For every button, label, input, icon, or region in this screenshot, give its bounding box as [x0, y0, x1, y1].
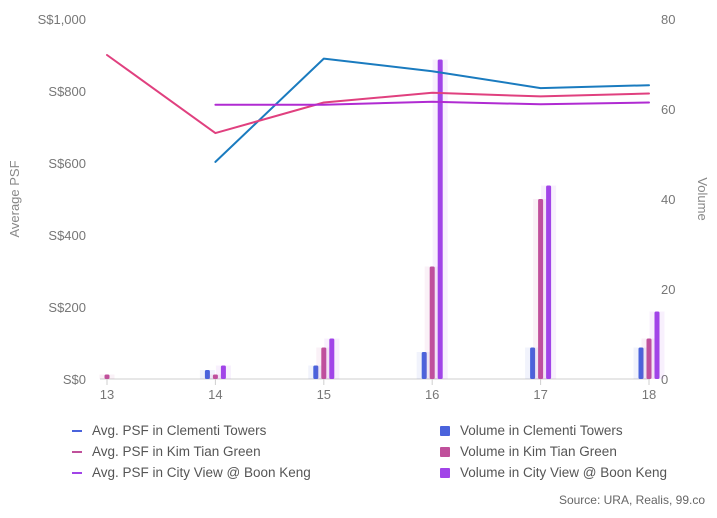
left-axis-title: Average PSF [7, 160, 22, 237]
legend-line-item-0[interactable]: Avg. PSF in Clementi Towers [72, 423, 266, 438]
x-tick-label-3: 16 [425, 387, 439, 402]
legend-line-label-0: Avg. PSF in Clementi Towers [92, 423, 267, 438]
legend-bar-label-1: Volume in Kim Tian Green [460, 444, 617, 459]
volume-bar-1-3[interactable] [429, 266, 435, 380]
right-tick-label-0: 0 [661, 372, 668, 387]
legend-line-item-1[interactable]: Avg. PSF in Kim Tian Green [72, 444, 261, 459]
volume-bar-1-2[interactable] [321, 347, 327, 380]
volume-bar-2-1[interactable] [220, 365, 226, 380]
volume-bar-1-5[interactable] [646, 338, 652, 380]
x-tick-label-0: 13 [100, 387, 114, 402]
legend-line-swatch-2 [72, 471, 82, 474]
volume-bar-0-3[interactable] [421, 352, 427, 379]
volume-bar-2-4[interactable] [546, 185, 552, 380]
right-tick-label-1: 20 [661, 282, 675, 297]
volume-bar-1-1[interactable] [212, 374, 218, 380]
volume-bars [99, 59, 665, 380]
psf-line-2[interactable] [214, 100, 650, 106]
source-note: Source: URA, Realis, 99.co [558, 493, 705, 507]
legend-line-swatch-1 [72, 450, 82, 453]
legend-line-swatch-0 [72, 429, 82, 432]
legend-line-item-2[interactable]: Avg. PSF in City View @ Boon Keng [72, 465, 311, 480]
volume-bar-1-4[interactable] [538, 199, 544, 379]
left-tick-label-3: S$600 [48, 156, 86, 171]
chart: Average PSF Volume S$0 S$200 S$400 S$600 S$8… [7, 12, 710, 402]
x-tick-label-5: 18 [642, 387, 656, 402]
right-tick-label-4: 80 [661, 12, 675, 27]
legend-bar-swatch-0 [440, 425, 450, 436]
volume-bar-2-5[interactable] [654, 311, 660, 380]
volume-bar-0-1[interactable] [204, 370, 210, 379]
legend-bar-item-1[interactable]: Volume in Kim Tian Green [440, 444, 617, 459]
volume-bar-1-0[interactable] [104, 374, 110, 380]
legend-bar-swatch-1 [440, 446, 450, 457]
legend-bar-swatch-2 [440, 467, 450, 478]
volume-bar-2-3[interactable] [437, 59, 443, 380]
right-tick-label-2: 40 [661, 192, 675, 207]
volume-bar-0-4[interactable] [530, 347, 536, 380]
left-tick-label-0: S$0 [63, 372, 86, 387]
volume-bar-0-5[interactable] [638, 347, 644, 380]
x-axis-ticks: 13 14 15 16 17 18 [100, 379, 656, 402]
left-tick-label-1: S$200 [48, 300, 86, 315]
legend-line-label-1: Avg. PSF in Kim Tian Green [92, 444, 261, 459]
right-axis-title: Volume [695, 177, 710, 220]
legend-bar-label-0: Volume in Clementi Towers [460, 423, 623, 438]
x-tick-label-2: 15 [317, 387, 331, 402]
legend-bar-item-0[interactable]: Volume in Clementi Towers [440, 423, 623, 438]
left-axis-ticks: S$0 S$200 S$400 S$600 S$800 S$1,000 [38, 12, 86, 387]
right-axis-ticks: 0 20 40 60 80 [661, 12, 675, 387]
right-tick-label-3: 60 [661, 102, 675, 117]
legend-bar-item-2[interactable]: Volume in City View @ Boon Keng [440, 465, 667, 480]
left-tick-label-5: S$1,000 [38, 12, 86, 27]
left-tick-label-2: S$400 [48, 228, 86, 243]
x-tick-label-1: 14 [208, 387, 222, 402]
psf-lines [106, 54, 650, 163]
psf-line-1[interactable] [106, 54, 650, 135]
x-tick-label-4: 17 [533, 387, 547, 402]
volume-bar-0-2[interactable] [313, 365, 319, 380]
psf-line-0[interactable] [214, 57, 650, 163]
legend-bar-label-2: Volume in City View @ Boon Keng [460, 465, 668, 480]
volume-bar-2-2[interactable] [329, 338, 335, 380]
left-tick-label-4: S$800 [48, 84, 86, 99]
legend-line-label-2: Avg. PSF in City View @ Boon Keng [92, 465, 311, 480]
